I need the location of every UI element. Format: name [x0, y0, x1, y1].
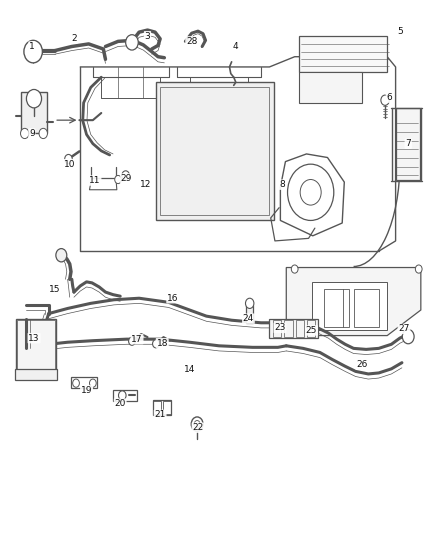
- Circle shape: [24, 41, 42, 63]
- Text: 13: 13: [28, 334, 40, 343]
- Text: 14: 14: [184, 365, 195, 374]
- Bar: [299, 36, 387, 72]
- Text: 26: 26: [356, 360, 367, 369]
- Circle shape: [21, 128, 29, 139]
- Circle shape: [115, 175, 121, 183]
- Bar: [71, 377, 97, 388]
- Circle shape: [245, 298, 254, 309]
- Text: 3: 3: [145, 32, 150, 41]
- Text: 29: 29: [121, 174, 132, 183]
- Bar: [160, 87, 269, 215]
- Bar: [21, 92, 46, 133]
- Circle shape: [26, 90, 42, 108]
- Bar: [269, 319, 318, 338]
- Text: 25: 25: [306, 326, 317, 335]
- Text: 10: 10: [64, 160, 75, 168]
- Bar: [162, 401, 171, 414]
- Bar: [284, 320, 293, 337]
- Text: 5: 5: [397, 27, 403, 36]
- Bar: [113, 390, 138, 401]
- Circle shape: [122, 171, 130, 180]
- Bar: [396, 108, 420, 180]
- Circle shape: [381, 95, 389, 106]
- Circle shape: [65, 155, 72, 164]
- Bar: [307, 320, 315, 337]
- Text: 8: 8: [279, 180, 285, 189]
- Text: 18: 18: [156, 339, 168, 348]
- Text: 17: 17: [131, 335, 143, 344]
- Circle shape: [129, 337, 135, 345]
- Bar: [273, 320, 281, 337]
- Bar: [156, 82, 274, 221]
- Text: 2: 2: [71, 34, 77, 43]
- Circle shape: [403, 329, 414, 344]
- Circle shape: [191, 417, 203, 431]
- Bar: [353, 288, 379, 327]
- Bar: [152, 400, 172, 415]
- Polygon shape: [286, 268, 421, 336]
- Circle shape: [291, 265, 298, 273]
- Text: 7: 7: [405, 139, 411, 148]
- Circle shape: [152, 340, 159, 348]
- Bar: [324, 288, 350, 327]
- Text: 22: 22: [192, 423, 204, 432]
- Text: 15: 15: [49, 285, 61, 294]
- Circle shape: [287, 164, 334, 221]
- Bar: [299, 72, 362, 103]
- Bar: [153, 401, 161, 414]
- Text: 24: 24: [243, 314, 254, 323]
- Text: 6: 6: [386, 93, 392, 102]
- Text: 27: 27: [398, 325, 410, 334]
- Text: 12: 12: [140, 180, 151, 189]
- Text: 28: 28: [186, 37, 198, 46]
- Text: 21: 21: [155, 410, 166, 419]
- Text: 23: 23: [274, 324, 286, 333]
- Text: 16: 16: [167, 294, 179, 303]
- Bar: [15, 369, 57, 380]
- Text: 19: 19: [81, 386, 92, 395]
- Circle shape: [119, 391, 126, 400]
- Bar: [311, 282, 387, 330]
- Circle shape: [415, 265, 422, 273]
- Text: 11: 11: [89, 176, 101, 185]
- Text: 4: 4: [233, 42, 239, 51]
- Bar: [17, 320, 56, 369]
- Bar: [16, 319, 56, 370]
- Bar: [296, 320, 304, 337]
- Text: 1: 1: [29, 42, 35, 51]
- Circle shape: [126, 35, 138, 50]
- Circle shape: [300, 180, 321, 205]
- Circle shape: [39, 128, 47, 139]
- Circle shape: [73, 379, 79, 387]
- Text: 9: 9: [29, 129, 35, 138]
- Circle shape: [89, 379, 96, 387]
- Circle shape: [56, 248, 67, 262]
- Text: 20: 20: [114, 399, 126, 408]
- Bar: [246, 305, 253, 323]
- Circle shape: [194, 421, 200, 427]
